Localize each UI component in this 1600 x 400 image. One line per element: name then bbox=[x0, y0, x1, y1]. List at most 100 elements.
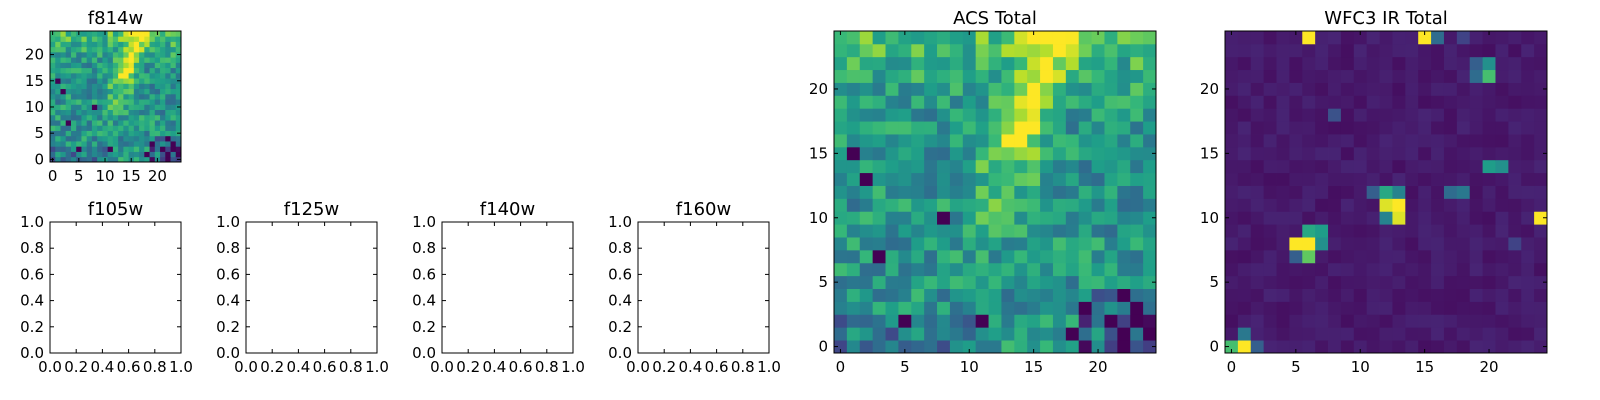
heatmap-cell bbox=[1469, 56, 1483, 71]
heatmap-cell bbox=[1418, 301, 1432, 315]
heatmap-cell bbox=[1469, 95, 1483, 109]
heatmap-cell bbox=[859, 172, 874, 186]
heatmap-cell bbox=[91, 114, 98, 121]
heatmap-cell bbox=[91, 109, 98, 116]
heatmap-cell bbox=[175, 135, 182, 142]
heatmap-cell bbox=[1340, 301, 1355, 315]
heatmap-cell bbox=[1078, 108, 1092, 122]
heatmap-cell bbox=[1052, 340, 1067, 354]
heatmap-cell bbox=[128, 93, 135, 100]
heatmap-cell bbox=[1521, 211, 1535, 225]
heatmap-cell bbox=[1443, 275, 1458, 289]
heatmap-cell bbox=[1263, 159, 1277, 174]
heatmap-cell bbox=[1104, 198, 1118, 212]
heatmap-cell bbox=[128, 62, 135, 69]
heatmap-cell bbox=[144, 41, 150, 48]
heatmap-cell bbox=[1495, 121, 1509, 135]
heatmap-cell bbox=[949, 211, 964, 225]
heatmap-cell bbox=[139, 41, 145, 48]
heatmap-cell bbox=[1431, 211, 1445, 225]
heatmap-cell bbox=[1014, 275, 1028, 289]
heatmap-cell bbox=[133, 146, 140, 152]
heatmap-cell bbox=[1521, 249, 1535, 264]
heatmap-cell bbox=[1065, 224, 1080, 238]
heatmap-cell bbox=[50, 125, 56, 131]
heatmap-cell bbox=[1340, 69, 1355, 83]
heatmap-cell bbox=[1353, 108, 1368, 122]
heatmap-cell bbox=[1521, 198, 1535, 212]
heatmap-cell bbox=[160, 88, 166, 95]
heatmap-cell bbox=[1027, 146, 1041, 161]
x-tick-label: 5 bbox=[900, 358, 910, 376]
heatmap-cell bbox=[911, 31, 925, 45]
heatmap-cell bbox=[139, 31, 145, 37]
heatmap-cell bbox=[175, 125, 182, 131]
heatmap-cell bbox=[1443, 159, 1458, 174]
heatmap-cell bbox=[1431, 43, 1445, 58]
heatmap-cell bbox=[50, 88, 56, 95]
heatmap-cell bbox=[1418, 185, 1432, 199]
heatmap-cell bbox=[924, 121, 938, 135]
heatmap-cell bbox=[1315, 43, 1329, 58]
heatmap-cell bbox=[149, 151, 156, 158]
heatmap-cell bbox=[107, 31, 114, 37]
heatmap-cell bbox=[1340, 134, 1355, 148]
heatmap-cell bbox=[1366, 275, 1380, 289]
heatmap-cell bbox=[139, 46, 145, 53]
heatmap-cell bbox=[1379, 314, 1393, 328]
heatmap-cell bbox=[834, 249, 848, 264]
heatmap-cell bbox=[1237, 108, 1252, 122]
heatmap-cell bbox=[112, 156, 119, 163]
heatmap-cell bbox=[1315, 340, 1329, 354]
heatmap-cell bbox=[1379, 134, 1393, 148]
heatmap-cell bbox=[988, 43, 1002, 58]
x-tick-label: 20 bbox=[1479, 358, 1498, 376]
heatmap-cell bbox=[1482, 314, 1496, 328]
x-tick-label: 20 bbox=[148, 167, 167, 185]
heatmap-cell bbox=[1225, 211, 1239, 225]
heatmap-cell bbox=[1495, 69, 1509, 83]
heatmap-cell bbox=[1289, 185, 1303, 199]
heatmap-cell bbox=[1405, 211, 1419, 225]
heatmap-cell bbox=[1508, 56, 1522, 71]
heatmap-cell bbox=[128, 83, 135, 90]
heatmap-cell bbox=[975, 82, 989, 96]
heatmap-cell bbox=[1052, 146, 1067, 161]
heatmap-cell bbox=[1104, 224, 1118, 238]
heatmap-cell bbox=[1143, 159, 1157, 174]
heatmap-cell bbox=[86, 36, 93, 42]
heatmap-cell bbox=[1052, 95, 1067, 109]
heatmap-cell bbox=[937, 224, 951, 238]
x-tick-label: 15 bbox=[1024, 358, 1043, 376]
heatmap-cell bbox=[1340, 224, 1355, 238]
heatmap-cell bbox=[1040, 146, 1054, 161]
heatmap-cell bbox=[924, 108, 938, 122]
heatmap-cell bbox=[170, 130, 177, 137]
heatmap-cell bbox=[1130, 121, 1144, 135]
heatmap-cell bbox=[872, 31, 886, 45]
y-tick-label: 0.6 bbox=[20, 265, 44, 283]
heatmap-cell bbox=[1091, 275, 1105, 289]
heatmap-cell bbox=[1521, 159, 1535, 174]
x-tick-label: 1.0 bbox=[169, 358, 193, 376]
heatmap-cell bbox=[1276, 340, 1290, 354]
heatmap-cell bbox=[962, 340, 977, 354]
heatmap-cell bbox=[1040, 249, 1054, 264]
heatmap-cell bbox=[1014, 121, 1028, 135]
heatmap-cell bbox=[102, 83, 109, 90]
heatmap-cell bbox=[1495, 185, 1509, 199]
heatmap-cell bbox=[962, 108, 977, 122]
heatmap-cell bbox=[846, 172, 861, 186]
heatmap-cell bbox=[949, 249, 964, 264]
heatmap-cell bbox=[1431, 275, 1445, 289]
heatmap-cell bbox=[175, 99, 182, 105]
heatmap-cell bbox=[160, 93, 166, 100]
heatmap-cell bbox=[1001, 69, 1015, 83]
heatmap-cell bbox=[988, 82, 1002, 96]
heatmap-cell bbox=[86, 93, 93, 100]
heatmap-cell bbox=[165, 141, 171, 147]
heatmap-cell bbox=[872, 172, 886, 186]
heatmap-cell bbox=[1366, 172, 1380, 186]
heatmap-cell bbox=[988, 327, 1002, 341]
heatmap-cell bbox=[1117, 327, 1131, 341]
